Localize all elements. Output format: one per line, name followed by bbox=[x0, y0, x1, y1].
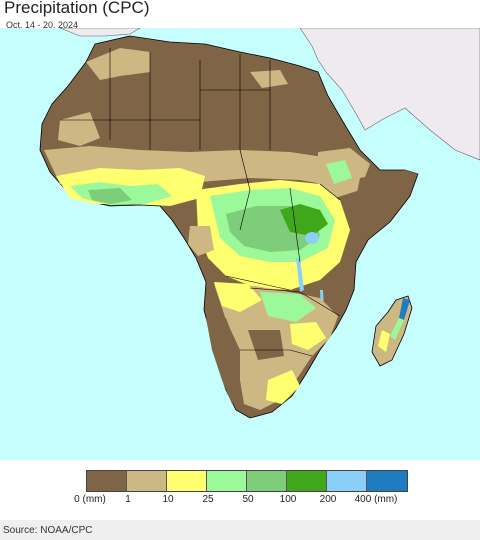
legend-label-200: 200 bbox=[319, 494, 337, 505]
precipitation-map bbox=[0, 28, 480, 460]
legend-label-10: 10 bbox=[162, 494, 174, 505]
sahara-nw-patch bbox=[86, 48, 150, 80]
sahara-east-patch bbox=[250, 70, 288, 88]
west-coast-wet bbox=[88, 188, 132, 204]
madagascar-interior-wet bbox=[378, 330, 390, 352]
legend-swatch-0mm bbox=[87, 471, 127, 491]
lake-victoria-region-heavy bbox=[280, 204, 328, 236]
page-title: Precipitation (CPC) bbox=[4, 0, 150, 17]
angola-wet bbox=[214, 282, 262, 312]
europe-land bbox=[59, 28, 141, 37]
legend-swatch-400mm bbox=[367, 471, 407, 491]
legend-swatch-50mm bbox=[247, 471, 287, 491]
legend-swatch-1mm bbox=[127, 471, 167, 491]
legend-swatch-25mm bbox=[207, 471, 247, 491]
namibia-dry bbox=[206, 318, 240, 404]
ethiopia-wet bbox=[326, 160, 352, 184]
zimbabwe-light bbox=[290, 322, 326, 350]
legend-label-0: 0 (mm) bbox=[74, 494, 106, 505]
footer-bar bbox=[0, 520, 480, 540]
lake-tanganyika bbox=[296, 258, 304, 292]
date-range: Oct. 14 - 20, 2024 bbox=[6, 20, 79, 30]
legend-label-25: 25 bbox=[202, 494, 214, 505]
sahara-west-patch bbox=[58, 112, 100, 146]
legend-label-400: 400 (mm) bbox=[354, 494, 398, 505]
somalia-dry bbox=[352, 170, 418, 240]
legend-label-100: 100 bbox=[279, 494, 297, 505]
country-borders bbox=[60, 48, 341, 357]
lake-victoria bbox=[305, 232, 319, 244]
legend-swatch-200mm bbox=[327, 471, 367, 491]
source-credit: Source: NOAA/CPC bbox=[3, 525, 93, 536]
zambia-moist bbox=[260, 292, 316, 322]
legend-swatch-10mm bbox=[167, 471, 207, 491]
legend-color-bar bbox=[86, 470, 408, 492]
gabon-coast bbox=[188, 226, 214, 256]
legend-label-1: 1 bbox=[125, 494, 131, 505]
south-africa-east-wet bbox=[266, 370, 300, 404]
madagascar-east-moist bbox=[390, 318, 404, 340]
legend-swatch-100mm bbox=[287, 471, 327, 491]
legend-label-50: 50 bbox=[242, 494, 254, 505]
madagascar-east-coast bbox=[399, 298, 410, 320]
botswana-dry bbox=[248, 330, 284, 360]
non-africa-land bbox=[299, 28, 480, 161]
